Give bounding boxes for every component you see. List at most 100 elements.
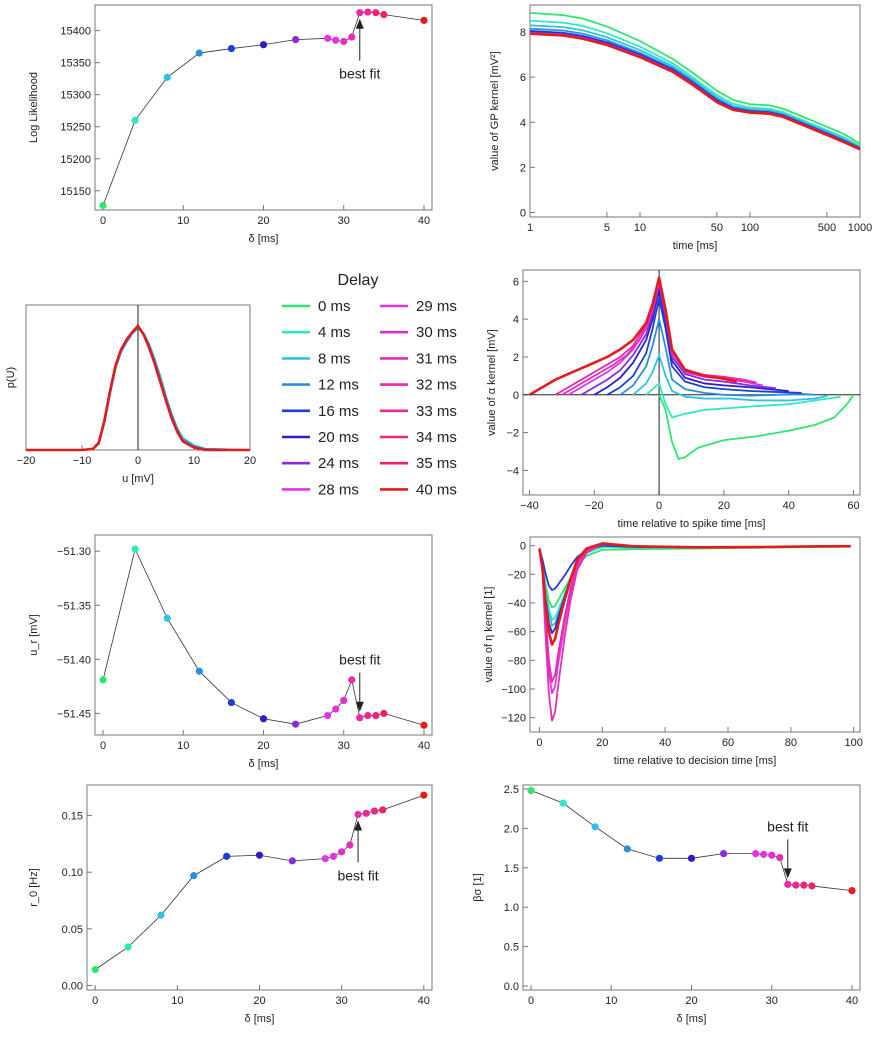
y-axis-label: Log Likelihood	[28, 72, 40, 143]
data-point	[99, 676, 107, 684]
x-tick-label: 10	[177, 740, 189, 752]
data-point	[321, 855, 329, 863]
data-point	[324, 34, 332, 42]
x-tick-label: 20	[257, 215, 269, 227]
data-point	[784, 880, 792, 888]
y-tick-label: 0	[513, 390, 519, 402]
x-tick-label: 10	[605, 995, 617, 1007]
annotation-label: best fit	[337, 867, 378, 883]
series-line	[538, 542, 851, 646]
data-point	[255, 851, 264, 859]
data-point	[370, 807, 379, 815]
series-line	[538, 542, 851, 722]
x-tick-label: 20	[685, 995, 697, 1007]
data-point	[99, 201, 107, 210]
legend-label: 35 ms	[416, 455, 457, 472]
x-tick-label: 40	[418, 215, 430, 227]
data-point	[687, 854, 696, 862]
data-point	[591, 823, 599, 831]
panel-reset-potential: 0 10 20 30 40 −51.30 −51.35 −51.40 −51.45 δ [ms] u…	[28, 534, 433, 770]
y-axis-label: u_r [mV]	[28, 614, 40, 656]
annotation-arrow-head	[354, 820, 363, 831]
y-tick-label: 6	[513, 276, 519, 288]
y-tick-label: 0.0	[504, 981, 519, 993]
series-line	[538, 545, 851, 609]
legend-label: 4 ms	[318, 324, 351, 341]
y-tick-label: 4	[513, 314, 519, 326]
legend-label: 0 ms	[318, 298, 351, 315]
data-point	[364, 8, 372, 16]
y-tick-label: 2	[513, 352, 519, 364]
annotation-arrow-head	[355, 18, 364, 29]
x-tick-label: −20	[17, 455, 36, 467]
panel-eta-kernel: 0 20 40 60 80 100 0 −20 −40 −60 −80 −100 −120 time re…	[483, 536, 863, 767]
x-tick-label: 0	[135, 455, 141, 467]
series-line	[619, 318, 815, 397]
y-axis-label: r_0 [Hz]	[28, 868, 40, 907]
legend-label: 31 ms	[416, 350, 457, 367]
plot-frame	[94, 534, 433, 736]
x-tick-label: 50	[711, 222, 723, 234]
y-axis-label: value of η kernel [1]	[483, 586, 495, 682]
data-point	[340, 696, 348, 705]
plot-frame	[86, 784, 433, 991]
y-tick-label: 1.5	[504, 863, 519, 875]
y-tick-label: 0.5	[504, 942, 519, 954]
series-line	[26, 324, 250, 452]
y-tick-label: −51.45	[57, 708, 91, 720]
legend-label: 20 ms	[318, 429, 359, 446]
x-tick-label: 0	[92, 995, 98, 1007]
y-tick-label: 15200	[60, 154, 91, 166]
data-point	[356, 714, 364, 722]
data-point	[354, 810, 362, 819]
x-tick-label: 60	[847, 500, 859, 512]
y-tick-label: 15250	[60, 122, 91, 134]
data-point	[163, 73, 171, 81]
series-line	[529, 30, 861, 150]
data-point	[332, 705, 340, 713]
y-tick-label: 15150	[60, 186, 91, 198]
x-tick-label: 100	[741, 222, 759, 234]
x-tick-label: 5	[604, 222, 610, 234]
series-line	[658, 394, 855, 460]
x-tick-label: 0	[656, 500, 662, 512]
x-tick-label: 40	[418, 740, 430, 752]
x-axis-label: time relative to spike time [ms]	[618, 518, 766, 530]
panel-log-likelihood: 0 10 20 30 40 15150 15200 15250 15300 15350 15400 δ…	[28, 4, 433, 245]
data-point	[227, 698, 236, 707]
data-point	[338, 848, 346, 856]
data-point	[157, 911, 165, 919]
x-tick-label: 10	[188, 455, 200, 467]
y-tick-label: 8	[520, 27, 526, 39]
data-point	[776, 853, 784, 862]
data-point	[420, 16, 428, 24]
data-point	[527, 786, 535, 795]
data-point	[768, 851, 776, 859]
data-point	[623, 845, 631, 853]
data-point	[163, 614, 171, 622]
x-tick-label: 10	[177, 215, 189, 227]
legend-label: 8 ms	[318, 350, 351, 367]
x-tick-label: 20	[257, 740, 269, 752]
x-tick-label: 80	[785, 737, 797, 749]
legend-label: 32 ms	[416, 377, 457, 394]
data-point	[372, 711, 380, 720]
y-tick-label: −2	[506, 428, 519, 440]
connector-line	[94, 794, 424, 970]
panel-gp-kernel: 1 5 10 50 100 500 1000 0 2 4 6 8 time [ms] value of G…	[489, 4, 872, 252]
series-line	[529, 31, 861, 150]
x-tick-label: 0	[100, 740, 106, 752]
data-point	[348, 33, 356, 41]
data-point	[227, 44, 236, 53]
y-tick-label: −120	[501, 713, 526, 725]
x-tick-label: 20	[244, 455, 256, 467]
y-tick-label: 15300	[60, 90, 91, 102]
data-point	[752, 849, 760, 858]
x-axis-label: δ [ms]	[249, 758, 279, 770]
y-axis-label: value of α kernel [mV]	[486, 329, 498, 436]
data-point	[380, 11, 388, 19]
data-point	[362, 809, 370, 817]
data-point	[420, 721, 428, 729]
legend-title: Delay	[338, 272, 379, 289]
